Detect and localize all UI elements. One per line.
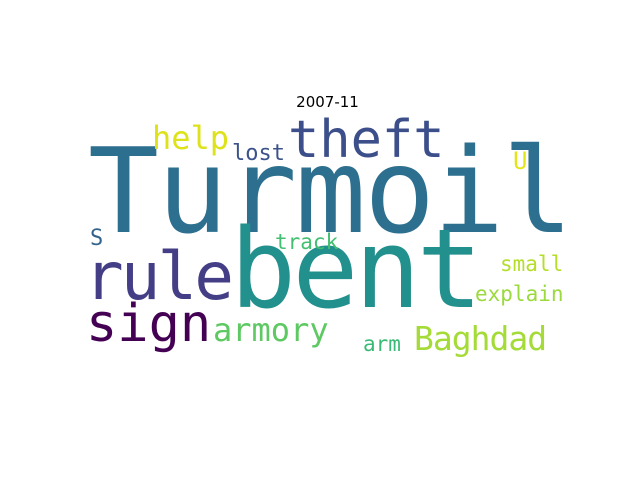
word-baghdad: Baghdad [414,319,547,358]
word-explain: explain [475,282,564,306]
word-bent: bent [230,205,483,333]
word-lost: lost [232,141,285,166]
word-u: U [513,147,528,175]
word-help: help [152,119,230,157]
word-small: small [500,252,564,276]
word-theft: theft [288,110,445,170]
word-rule: rule [84,238,234,315]
word-armory: armory [213,311,329,349]
word-turmoil: Turmoil [88,122,573,260]
word-cloud: Turmoil bent theft rule sign help lost U… [80,114,580,368]
word-arm: arm [363,332,401,356]
word-s: S [90,226,104,251]
word-track: track [275,230,339,254]
chart-title: 2007-11 [296,93,359,111]
word-sign: sign [86,294,212,354]
